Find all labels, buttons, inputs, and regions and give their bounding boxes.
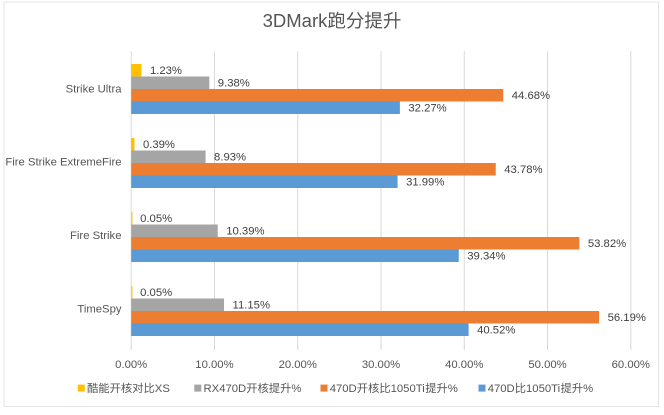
svg-text:Fire Strike: Fire Strike [70,230,121,242]
svg-text:Fire Strike ExtremeFire: Fire Strike ExtremeFire [5,157,121,169]
svg-text:%: % [583,383,593,395]
svg-text:RX470D: RX470D [204,383,247,395]
svg-text:56.19%: 56.19% [608,312,646,324]
svg-text:9.38%: 9.38% [218,77,250,89]
svg-text:60.00%: 60.00% [612,359,650,371]
svg-text:XS: XS [155,383,171,395]
svg-text:1050Ti: 1050Ti [391,383,425,395]
svg-text:53.82%: 53.82% [588,238,626,250]
svg-text:1.23%: 1.23% [150,65,182,77]
svg-text:0.05%: 0.05% [140,287,172,299]
svg-text:%: % [448,383,458,395]
svg-text:10.00%: 10.00% [195,359,233,371]
svg-text:0.00%: 0.00% [115,359,147,371]
svg-text:470D: 470D [488,383,515,395]
svg-text:11.15%: 11.15% [233,299,270,311]
svg-text:40.00%: 40.00% [445,359,483,371]
svg-text:10.39%: 10.39% [226,225,264,237]
svg-text:0.39%: 0.39% [143,139,175,151]
svg-text:1050Ti: 1050Ti [526,383,560,395]
svg-text:30.00%: 30.00% [362,359,400,371]
svg-text:3DMark: 3DMark [263,10,329,31]
svg-text:20.00%: 20.00% [279,359,317,371]
svg-text:43.78%: 43.78% [504,164,542,176]
svg-text:Strike Ultra: Strike Ultra [66,83,123,95]
svg-text:8.93%: 8.93% [214,151,246,163]
svg-text:39.34%: 39.34% [467,250,505,262]
svg-text:%: % [291,383,301,395]
svg-text:32.27%: 32.27% [408,102,446,114]
svg-text:TimeSpy: TimeSpy [77,304,122,316]
svg-text:40.52%: 40.52% [477,324,515,336]
svg-text:50.00%: 50.00% [528,359,566,371]
svg-text:31.99%: 31.99% [406,176,444,188]
svg-text:0.05%: 0.05% [140,213,172,225]
svg-text:470D: 470D [330,383,357,395]
svg-text:44.68%: 44.68% [512,90,550,102]
